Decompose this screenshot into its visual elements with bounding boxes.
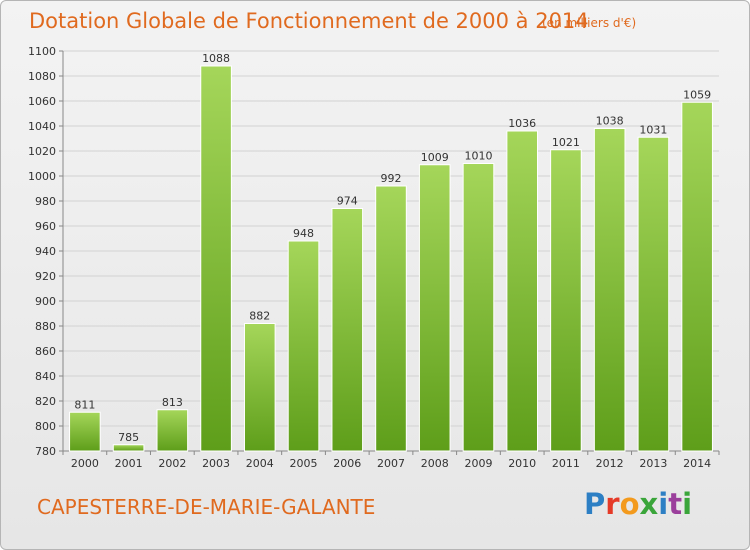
y-tick-label: 880 <box>35 320 56 333</box>
x-tick-label: 2006 <box>333 457 361 470</box>
y-tick-label: 900 <box>35 295 56 308</box>
data-label: 1009 <box>421 151 449 164</box>
x-tick-label: 2007 <box>377 457 405 470</box>
bar-2013 <box>637 136 670 452</box>
y-tick-label: 1100 <box>28 45 56 58</box>
data-label: 811 <box>74 398 95 411</box>
y-tick-label: 1020 <box>28 145 56 158</box>
x-tick-label: 2000 <box>71 457 99 470</box>
y-tick-label: 940 <box>35 245 56 258</box>
data-label: 1088 <box>202 52 230 65</box>
bar-2004 <box>243 323 276 452</box>
y-tick-label: 1000 <box>28 170 56 183</box>
proxiti-logo[interactable]: Proxiti <box>584 487 692 521</box>
data-label: 1021 <box>552 136 580 149</box>
x-tick-labels: 2000 2001 2002 2003 2004 2005 2006 2007 2008 2009… <box>71 457 711 470</box>
data-label: 948 <box>293 227 314 240</box>
data-label: 1059 <box>683 88 711 101</box>
y-tick-label: 960 <box>35 220 56 233</box>
data-labels: 811 785 813 1088 882 948 974 992 1009 1010 1036 102… <box>74 52 711 444</box>
x-tick-label: 2008 <box>421 457 449 470</box>
x-tick-label: 2010 <box>508 457 536 470</box>
y-tick-label: 920 <box>35 270 56 283</box>
commune-name: CAPESTERRE-DE-MARIE-GALANTE <box>37 495 376 519</box>
data-label: 1031 <box>639 123 667 136</box>
logo-letter: o <box>619 487 640 521</box>
data-label: 974 <box>337 195 358 208</box>
y-tick-label: 1080 <box>28 70 56 83</box>
data-label: 1036 <box>508 117 536 130</box>
logo-letter: P <box>584 487 606 521</box>
y-tick-labels: 780 800 820 840 860 880 900 920 940 960 980 1000 102… <box>28 45 56 458</box>
bar-2010 <box>506 130 539 452</box>
x-tick-label: 2012 <box>596 457 624 470</box>
logo-letter: x <box>639 487 659 521</box>
logo-letter: i <box>658 487 669 521</box>
x-tick-label: 2001 <box>115 457 143 470</box>
bar-2001 <box>112 444 145 452</box>
bar-2006 <box>331 208 364 452</box>
x-tick-label: 2013 <box>639 457 667 470</box>
x-tick-label: 2002 <box>158 457 186 470</box>
chart-unit: (en milliers d'€) <box>542 16 637 30</box>
bar-2014 <box>681 101 713 452</box>
x-tick-label: 2005 <box>290 457 318 470</box>
x-tick-label: 2011 <box>552 457 580 470</box>
logo-letter: r <box>605 487 620 521</box>
bar-2008 <box>418 164 451 452</box>
y-tick-label: 780 <box>35 445 56 458</box>
y-tick-label: 860 <box>35 345 56 358</box>
x-tick-label: 2014 <box>683 457 711 470</box>
bar-2003 <box>200 65 232 452</box>
bars <box>69 65 713 452</box>
bar-2000 <box>69 411 101 452</box>
x-tick-label: 2004 <box>246 457 274 470</box>
data-label: 813 <box>162 396 183 409</box>
chart-title: Dotation Globale de Fonctionnement de 20… <box>29 9 589 33</box>
bar-2005 <box>287 240 320 452</box>
y-tick-label: 820 <box>35 395 56 408</box>
y-tick-label: 980 <box>35 195 56 208</box>
y-tick-label: 1060 <box>28 95 56 108</box>
bar-2002 <box>156 409 189 452</box>
y-tick-label: 800 <box>35 420 56 433</box>
bar-2009 <box>462 163 495 452</box>
y-tick-label: 840 <box>35 370 56 383</box>
bar-2007 <box>375 185 407 452</box>
data-label: 882 <box>249 310 270 323</box>
x-tick-label: 2009 <box>464 457 492 470</box>
bar-2012 <box>593 128 626 452</box>
data-label: 992 <box>381 172 402 185</box>
bar-2011 <box>550 149 582 452</box>
y-tick-label: 1040 <box>28 120 56 133</box>
data-label: 1038 <box>596 115 624 128</box>
data-label: 1010 <box>464 150 492 163</box>
data-label: 785 <box>118 431 139 444</box>
logo-letter: t <box>668 487 683 521</box>
x-tick-label: 2003 <box>202 457 230 470</box>
logo-letter: i <box>682 487 693 521</box>
